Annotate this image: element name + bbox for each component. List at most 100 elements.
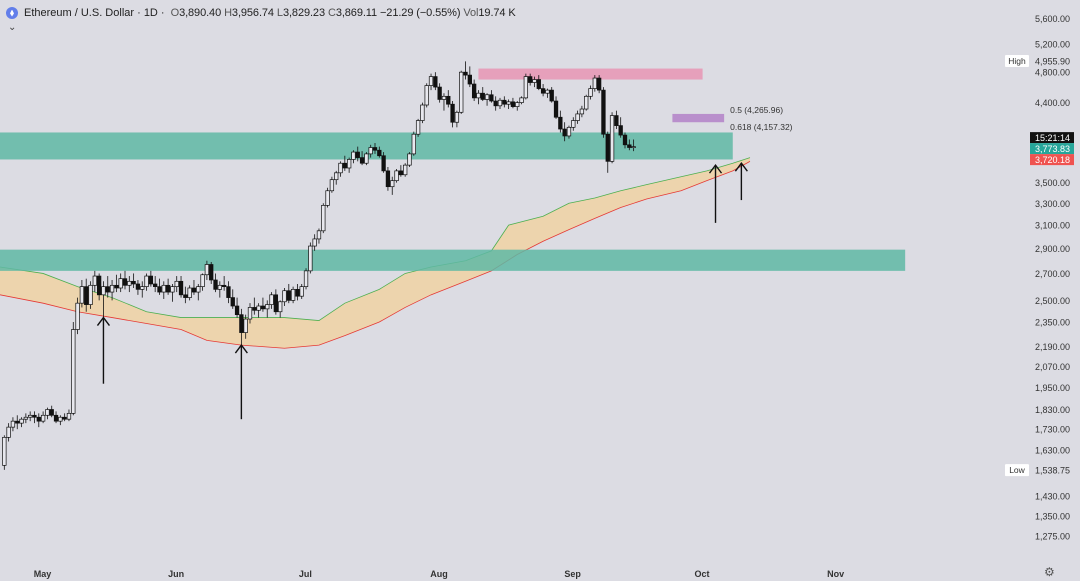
candle-body — [454, 111, 460, 123]
candle-body — [153, 283, 158, 287]
candle-body — [346, 159, 352, 169]
candle — [286, 283, 291, 304]
candle-body — [532, 79, 537, 83]
candle-body — [256, 305, 261, 311]
candle — [536, 75, 541, 91]
candle — [493, 96, 498, 111]
candle — [148, 270, 154, 287]
candle — [562, 122, 567, 142]
month-tick-label: Jul — [299, 569, 312, 579]
candle — [290, 286, 296, 304]
candle — [502, 96, 507, 108]
candle-body — [265, 304, 270, 310]
candle — [174, 276, 179, 293]
open-value: 3,890.40 — [179, 7, 222, 19]
candle-body — [467, 74, 472, 85]
candle — [325, 187, 330, 208]
candle — [566, 125, 572, 139]
candle — [144, 273, 149, 291]
low-value: 3,829.23 — [282, 7, 325, 19]
collapse-chevron-icon[interactable]: ⌄ — [8, 22, 17, 33]
candle — [506, 99, 511, 110]
candle-body — [178, 280, 184, 296]
gear-icon[interactable]: ⚙ — [1044, 565, 1055, 579]
candle-body — [588, 88, 593, 97]
candle-body — [290, 289, 296, 301]
candle — [243, 314, 248, 339]
price-label-name: Low — [1009, 465, 1025, 475]
candle — [88, 281, 93, 309]
candle-body — [540, 88, 546, 94]
candle-body — [295, 289, 300, 297]
candle-body — [433, 76, 438, 88]
candle-body — [23, 416, 29, 420]
candle-body — [321, 205, 326, 232]
candle — [372, 143, 378, 154]
candle — [480, 87, 485, 102]
candle-body — [75, 302, 80, 330]
candle-body — [6, 426, 11, 438]
candle — [196, 283, 201, 301]
candle-body — [127, 280, 132, 286]
candle — [140, 281, 145, 298]
candle — [377, 146, 382, 158]
candle-body — [545, 89, 550, 94]
candle — [79, 279, 85, 308]
high-value: 3,956.74 — [231, 7, 274, 19]
candle-body — [566, 126, 572, 137]
candle — [45, 407, 50, 420]
candle — [627, 139, 632, 151]
candle — [381, 152, 386, 173]
candle — [312, 234, 317, 251]
candle — [390, 176, 395, 195]
candle-body — [308, 245, 313, 272]
candle-body — [459, 71, 464, 113]
candle — [403, 163, 408, 177]
month-tick-label: Jun — [168, 569, 184, 579]
low-price-label: Low 1,538.75 — [1005, 464, 1070, 477]
candle-body — [118, 278, 123, 289]
candle-body — [381, 155, 386, 172]
candle — [592, 75, 597, 92]
month-tick-label: Aug — [430, 569, 448, 579]
candle-body — [489, 94, 494, 102]
candle-body — [122, 278, 128, 286]
candle — [157, 278, 162, 295]
candle — [415, 118, 421, 137]
month-tick-label: May — [34, 569, 52, 579]
ichimoku-cloud — [0, 157, 750, 349]
annotation-arrow — [234, 343, 248, 420]
candle-body — [614, 115, 619, 126]
candle-body — [476, 92, 481, 99]
price-badge-value: 3,773.83 — [1035, 144, 1070, 154]
price-tick-label: 1,830.00 — [1035, 405, 1070, 415]
price-badge: 3,773.83 — [1030, 143, 1074, 155]
candle — [234, 297, 240, 318]
candle-body — [428, 76, 434, 86]
candle — [398, 165, 404, 177]
candle-body — [359, 157, 365, 164]
candle — [109, 279, 115, 301]
candle-body — [571, 120, 576, 128]
candle-body — [627, 144, 632, 148]
candle-body — [239, 314, 244, 333]
candle-body — [299, 286, 304, 297]
candle-body — [286, 290, 291, 301]
candle — [161, 281, 166, 299]
candle — [596, 75, 602, 94]
candle-body — [510, 101, 516, 107]
candle-body — [144, 275, 149, 287]
candle-body — [342, 162, 347, 169]
candle — [226, 281, 231, 304]
candle — [187, 285, 192, 301]
candle — [528, 73, 533, 86]
candle — [553, 96, 559, 119]
candle-body — [10, 420, 16, 428]
candle — [170, 283, 175, 302]
symbol-title[interactable]: Ethereum / U.S. Dollar · 1D · — [24, 7, 165, 19]
candle-body — [424, 85, 429, 106]
candle-body — [170, 286, 175, 293]
fib-box-zone-3 — [672, 113, 725, 123]
price-tick-label: 4,800.00 — [1035, 68, 1070, 78]
